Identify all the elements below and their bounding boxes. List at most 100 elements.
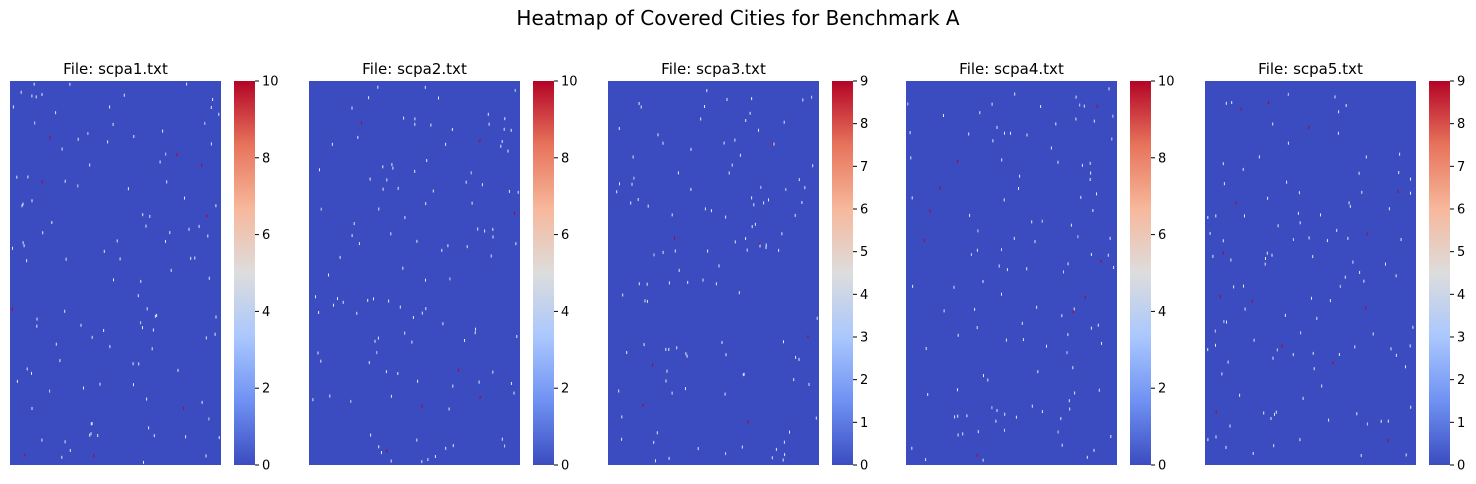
heatmap-cell xyxy=(339,255,341,259)
heatmap-cell xyxy=(177,368,179,372)
heatmap-cell xyxy=(1093,448,1095,452)
heatmap-cell xyxy=(996,125,998,129)
heatmap-cell xyxy=(1348,201,1350,205)
heatmap-cell xyxy=(1358,171,1360,175)
heatmap-cell xyxy=(1093,119,1095,123)
heatmap-cell xyxy=(808,382,810,386)
heatmap-cell xyxy=(427,458,429,462)
heatmap-cell xyxy=(1300,331,1302,335)
heatmap-cell xyxy=(31,371,32,375)
heatmap-cell xyxy=(133,383,134,387)
heatmap-cell xyxy=(743,372,745,376)
heatmap-panel-2: File: scpa2.txt 0 2 4 6 8 10 xyxy=(309,60,578,474)
heatmap-cell xyxy=(1405,453,1407,457)
heatmap-cell xyxy=(1090,326,1092,330)
heatmap-cell xyxy=(1101,341,1102,345)
heatmap-cell xyxy=(1268,100,1270,104)
heatmap-cell xyxy=(1004,412,1006,416)
colorbar-tick-label: 0 xyxy=(561,459,569,474)
heatmap-cell xyxy=(725,353,727,357)
heatmap-cell xyxy=(815,416,817,420)
heatmap-cell xyxy=(1098,388,1100,392)
heatmap-cell xyxy=(725,452,727,456)
heatmap-cell xyxy=(515,242,517,246)
heatmap-cell xyxy=(1271,253,1273,257)
heatmap-cell xyxy=(739,153,741,157)
panel-title: File: scpa5.txt xyxy=(1258,60,1363,78)
heatmap-cell xyxy=(1398,171,1400,174)
heatmap-cell xyxy=(1338,353,1340,356)
heatmap-cell xyxy=(1207,438,1209,442)
colorbar-tick-label: 6 xyxy=(1158,228,1166,243)
panel-title: File: scpa3.txt xyxy=(661,60,766,78)
heatmap-cell xyxy=(638,282,640,286)
heatmap-cell xyxy=(1010,131,1011,135)
heatmap-panel-1: File: scpa1.txt 0 2 4 6 8 10 xyxy=(10,60,279,474)
heatmap-cell xyxy=(1214,329,1216,333)
heatmap-cell xyxy=(377,336,379,340)
heatmap-cell xyxy=(637,198,639,201)
heatmap-cell xyxy=(484,229,486,233)
heatmap-cell xyxy=(1215,410,1217,414)
heatmap-cell xyxy=(185,435,187,439)
heatmap-cell xyxy=(655,459,656,463)
heatmap-cell xyxy=(77,184,79,188)
heatmap-cell xyxy=(416,438,418,442)
heatmap-cell xyxy=(702,278,704,282)
colorbar-tick-label: 3 xyxy=(860,331,868,346)
heatmap-cell xyxy=(127,187,129,191)
heatmap-cell xyxy=(976,326,978,330)
colorbar-tick-label: 4 xyxy=(1457,288,1465,303)
heatmap-cell xyxy=(1223,320,1225,324)
heatmap-cell xyxy=(132,362,134,366)
heatmap-cell xyxy=(35,95,37,99)
heatmap-cell xyxy=(367,298,369,302)
colorbar xyxy=(234,81,255,465)
heatmap-cell xyxy=(319,168,320,172)
heatmap-cell xyxy=(500,144,502,148)
heatmap-cell xyxy=(312,398,314,402)
heatmap-cell xyxy=(621,415,623,419)
heatmap-cell xyxy=(1021,321,1023,325)
heatmap-cell xyxy=(208,276,210,280)
heatmap-cell xyxy=(671,391,673,395)
heatmap-cell xyxy=(804,186,806,190)
heatmap-cell xyxy=(1354,345,1356,349)
heatmap-cell xyxy=(26,367,28,371)
heatmap-cell xyxy=(1111,137,1113,141)
heatmap-cell xyxy=(992,139,994,143)
colorbar-tick-label: 4 xyxy=(262,305,270,320)
heatmap-cell xyxy=(41,93,43,96)
heatmap-cell xyxy=(911,446,913,450)
heatmap-cell xyxy=(382,165,384,169)
heatmap-cell xyxy=(1344,275,1346,279)
heatmap-cell xyxy=(1231,101,1233,104)
heatmap-cell xyxy=(721,341,723,344)
heatmap-cell xyxy=(329,394,331,398)
heatmap-cell xyxy=(513,391,515,395)
heatmap-cell xyxy=(385,370,387,374)
heatmap-cell xyxy=(749,111,751,115)
colorbar-tick-label: 10 xyxy=(561,75,578,90)
heatmap-cell xyxy=(1229,424,1231,428)
heatmap-cell xyxy=(417,379,419,383)
heatmap-cell xyxy=(1332,361,1334,365)
heatmap-cell xyxy=(1320,213,1321,217)
heatmap-cell xyxy=(943,114,944,117)
heatmap-cell xyxy=(77,137,79,141)
heatmap-cell xyxy=(668,347,670,351)
heatmap-cell xyxy=(492,370,494,374)
heatmap-cell xyxy=(726,98,728,101)
heatmap-cell xyxy=(758,128,759,132)
heatmap-cell xyxy=(927,393,929,396)
heatmap-cell xyxy=(1287,92,1289,96)
heatmap-cell xyxy=(662,250,664,254)
heatmap-cell xyxy=(162,129,164,133)
colorbar-tick-label: 2 xyxy=(1158,382,1166,397)
heatmap-cell xyxy=(957,333,959,337)
heatmap-cell xyxy=(1359,271,1361,274)
heatmap-cell xyxy=(1311,296,1312,300)
heatmap-cell xyxy=(1272,122,1274,126)
heatmap-cell xyxy=(982,280,984,283)
colorbar xyxy=(1130,81,1151,465)
